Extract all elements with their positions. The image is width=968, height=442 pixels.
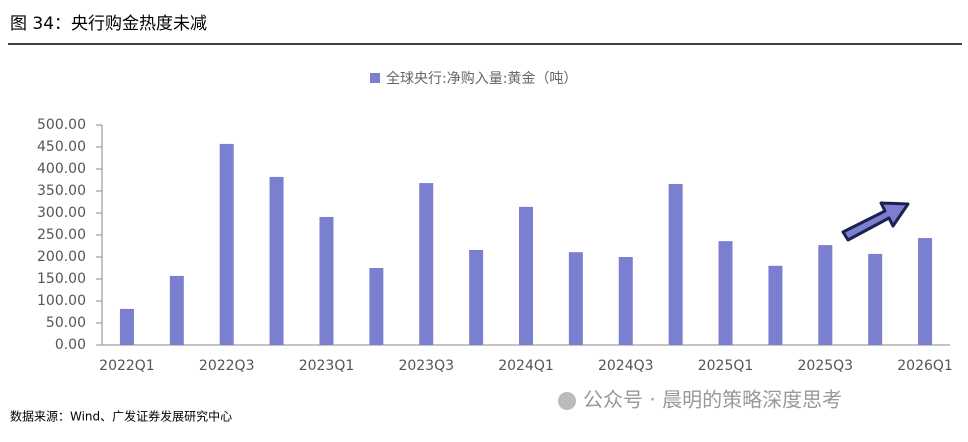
bar xyxy=(568,252,583,345)
y-tick-label: 0.00 xyxy=(55,337,86,353)
bar xyxy=(868,253,883,345)
figure-title: 图 34：央行购金热度未减 xyxy=(10,14,207,34)
y-tick-label: 200.00 xyxy=(37,249,86,265)
y-tick-label: 400.00 xyxy=(37,161,86,177)
bar xyxy=(918,238,933,345)
y-tick-label: 300.00 xyxy=(37,205,86,221)
arrow-shape xyxy=(841,201,910,242)
x-tick-label: 2024Q1 xyxy=(498,358,554,374)
x-tick-label: 2022Q3 xyxy=(199,358,255,374)
x-tick-label: 2025Q3 xyxy=(798,358,854,374)
bar xyxy=(419,183,434,345)
bar xyxy=(319,216,334,345)
y-tick-label: 350.00 xyxy=(37,183,86,199)
bar xyxy=(269,176,284,345)
x-tick-label: 2023Q3 xyxy=(398,358,454,374)
bar xyxy=(369,268,384,345)
y-tick-label: 500.00 xyxy=(37,117,86,133)
bar xyxy=(668,183,683,345)
x-tick-label: 2026Q1 xyxy=(897,358,953,374)
bar xyxy=(469,249,484,345)
bar xyxy=(219,143,234,345)
x-tick-label: 2025Q1 xyxy=(698,358,754,374)
x-tick-label: 2024Q3 xyxy=(598,358,654,374)
y-tick-label: 150.00 xyxy=(37,271,86,287)
bar xyxy=(618,257,633,345)
y-tick-label: 250.00 xyxy=(37,227,86,243)
y-tick-label: 100.00 xyxy=(37,293,86,309)
bar xyxy=(768,265,783,345)
bar xyxy=(119,308,134,345)
bar xyxy=(718,241,733,345)
x-tick-label: 2023Q1 xyxy=(299,358,355,374)
x-tick-label: 2022Q1 xyxy=(99,358,155,374)
bar xyxy=(169,275,184,345)
wechat-icon xyxy=(558,392,576,410)
y-tick-label: 450.00 xyxy=(37,139,86,155)
source-note: 数据来源：Wind、广发证券发展研究中心 xyxy=(10,409,232,424)
trend-arrow xyxy=(841,201,910,242)
bar xyxy=(818,245,833,345)
legend-label: 全球央行:净购入量:黄金（吨） xyxy=(386,70,577,87)
legend-swatch xyxy=(370,73,380,83)
y-tick-label: 50.00 xyxy=(46,315,86,331)
bar xyxy=(519,206,533,345)
watermark: 公众号 · 晨明的策略深度思考 xyxy=(583,388,842,412)
